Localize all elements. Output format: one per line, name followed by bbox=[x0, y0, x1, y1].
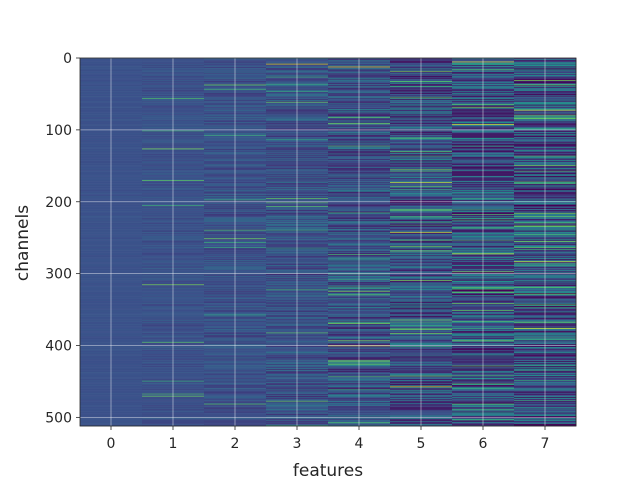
y-tick-label: 500 bbox=[45, 410, 72, 426]
y-tick-label: 400 bbox=[45, 339, 72, 355]
x-tick-label: 0 bbox=[107, 436, 116, 452]
x-tick-label: 3 bbox=[293, 436, 302, 452]
x-axis-label: features bbox=[293, 461, 363, 480]
y-tick-label: 100 bbox=[45, 123, 72, 139]
y-tick-label: 300 bbox=[45, 267, 72, 283]
x-tick-label: 6 bbox=[479, 436, 488, 452]
x-axis-ticks: 0 1 2 3 4 5 6 7 bbox=[107, 426, 550, 452]
x-tick-label: 4 bbox=[355, 436, 364, 452]
plot-frame bbox=[79, 57, 577, 427]
y-tick-label: 200 bbox=[45, 195, 72, 211]
x-tick-label: 2 bbox=[231, 436, 240, 452]
x-tick-label: 1 bbox=[169, 436, 178, 452]
grid-lines bbox=[80, 57, 576, 426]
heatmap-cells bbox=[80, 58, 577, 427]
y-axis-label: channels bbox=[13, 205, 33, 281]
y-tick-label: 0 bbox=[63, 51, 72, 67]
x-tick-label: 7 bbox=[541, 436, 550, 452]
y-axis-ticks: 0 100 200 300 400 500 bbox=[45, 51, 80, 426]
x-tick-label: 5 bbox=[417, 436, 426, 452]
